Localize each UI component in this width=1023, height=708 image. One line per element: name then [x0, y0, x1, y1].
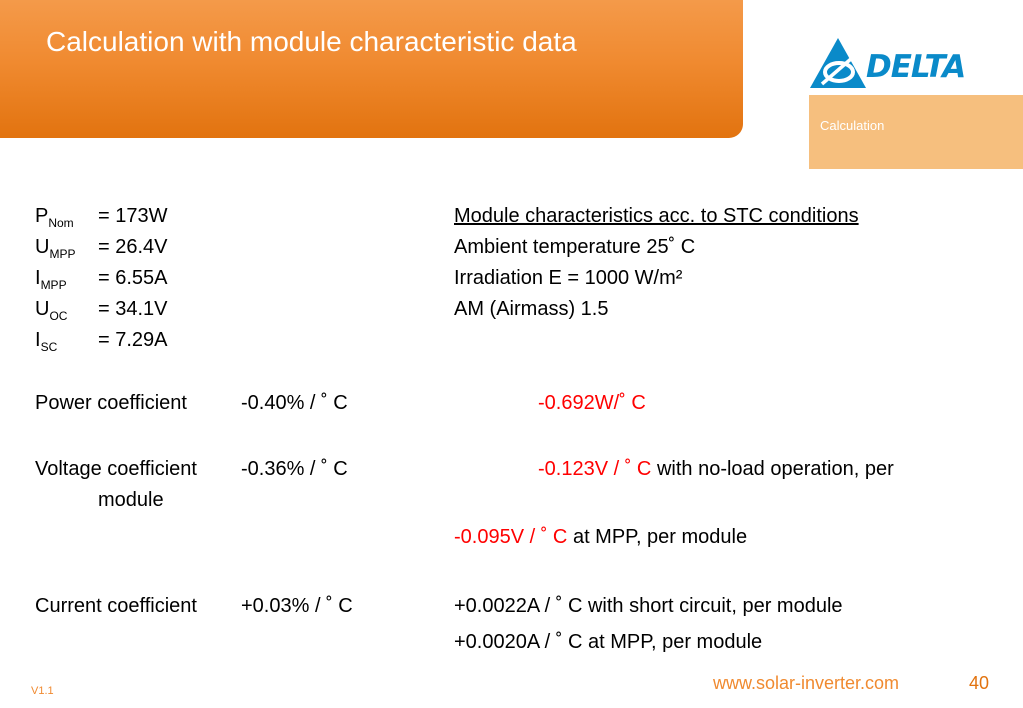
- voltage-coefficient-noload: -0.123V / ˚ C with no-load operation, pe…: [538, 457, 894, 481]
- param-impp-value: = 6.55A: [98, 267, 168, 289]
- current-coefficient-percent: +0.03% / ˚ C: [241, 595, 353, 617]
- current-coefficient-mpp: +0.0020A / ˚ C at MPP, per module: [454, 631, 763, 653]
- version-label: V1.1: [31, 685, 54, 697]
- voltage-coefficient-percent: -0.36% / ˚ C: [241, 458, 348, 480]
- stc-heading: Module characteristics acc. to STC condi…: [454, 205, 859, 227]
- power-coefficient-label: Power coefficient: [35, 392, 187, 414]
- param-uoc: UOC: [35, 298, 68, 323]
- voltage-coefficient-noload-value: -0.123V / ˚ C: [538, 458, 652, 480]
- stc-line: AM (Airmass) 1.5: [454, 298, 609, 320]
- voltage-coefficient-mpp: -0.095V / ˚ C at MPP, per module: [454, 525, 747, 549]
- param-impp: IMPP: [35, 267, 67, 292]
- param-pnom: PNom: [35, 205, 74, 230]
- param-uoc-value: = 34.1V: [98, 298, 168, 320]
- section-label: Calculation: [820, 118, 885, 133]
- voltage-coefficient-continuation: module: [98, 489, 164, 511]
- page-number: 40: [969, 673, 990, 693]
- stc-line: Ambient temperature 25˚ C: [454, 236, 696, 258]
- voltage-coefficient-mpp-text: at MPP, per module: [567, 526, 748, 548]
- title-banner: Calculation with module characteristic d…: [0, 0, 743, 138]
- power-coefficient-percent: -0.40% / ˚ C: [241, 392, 348, 414]
- slide-title: Calculation with module characteristic d…: [46, 26, 577, 57]
- param-isc: ISC: [35, 329, 58, 354]
- voltage-coefficient-noload-text: with no-load operation, per: [651, 458, 894, 480]
- voltage-coefficient-mpp-value: -0.095V / ˚ C: [454, 526, 568, 548]
- param-pnom-value: = 173W: [98, 205, 168, 227]
- logo-wordmark: DELTA: [866, 49, 966, 85]
- param-isc-value: = 7.29A: [98, 329, 168, 351]
- power-coefficient-value: -0.692W/˚ C: [538, 392, 646, 414]
- stc-line: Irradiation E = 1000 W/m²: [454, 267, 683, 289]
- param-umpp-value: = 26.4V: [98, 236, 168, 258]
- website-link[interactable]: www.solar-inverter.com: [713, 673, 900, 693]
- current-coefficient-label: Current coefficient: [35, 595, 197, 617]
- delta-logo: DELTA: [808, 36, 983, 92]
- current-coefficient-shortcircuit: +0.0022A / ˚ C with short circuit, per m…: [454, 595, 843, 617]
- voltage-coefficient-label: Voltage coefficient: [35, 458, 197, 480]
- section-tag: Calculation: [809, 95, 1023, 169]
- param-umpp: UMPP: [35, 236, 76, 261]
- delta-triangle-icon: [810, 38, 866, 88]
